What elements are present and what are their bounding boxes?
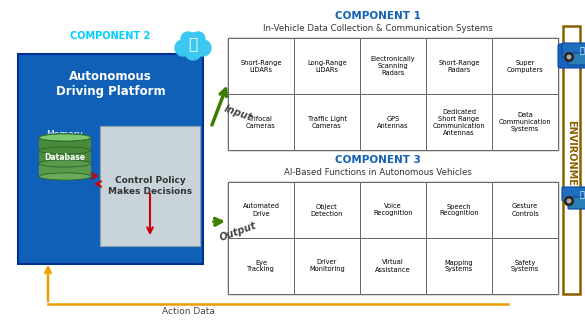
Text: Electronically
Scanning
Radars: Electronically Scanning Radars <box>371 56 415 76</box>
Bar <box>426 182 492 238</box>
Bar <box>39 164 91 176</box>
Bar <box>492 238 558 294</box>
Text: ENVIRONMENT: ENVIRONMENT <box>566 120 576 200</box>
Circle shape <box>564 196 574 206</box>
Text: COMPONENT 1: COMPONENT 1 <box>335 11 421 21</box>
Bar <box>228 94 294 150</box>
Circle shape <box>181 32 195 46</box>
Circle shape <box>195 40 211 56</box>
Text: Output: Output <box>218 221 258 243</box>
Text: Action Data: Action Data <box>161 308 215 317</box>
Circle shape <box>566 198 572 204</box>
Text: Object
Detection: Object Detection <box>311 204 343 216</box>
Text: Gesture
Controls: Gesture Controls <box>511 204 539 216</box>
Bar <box>563 26 580 294</box>
Text: Traffic Light
Cameras: Traffic Light Cameras <box>308 116 346 128</box>
Text: Speech
Recognition: Speech Recognition <box>439 204 479 216</box>
Text: GPS
Antennas: GPS Antennas <box>377 116 409 128</box>
Text: Virtual
Assistance: Virtual Assistance <box>375 260 411 272</box>
Bar <box>426 94 492 150</box>
Text: Data
Communication
Systems: Data Communication Systems <box>498 112 551 132</box>
Ellipse shape <box>39 173 91 180</box>
Circle shape <box>566 54 572 60</box>
Circle shape <box>185 44 201 60</box>
Text: Super
Computers: Super Computers <box>507 60 543 72</box>
Bar <box>228 238 294 294</box>
Text: Short-Range
LiDARs: Short-Range LiDARs <box>240 60 282 72</box>
FancyBboxPatch shape <box>558 44 585 68</box>
Bar <box>426 38 492 94</box>
Text: Voice
Recognition: Voice Recognition <box>373 204 413 216</box>
Text: COMPONENT 2: COMPONENT 2 <box>70 31 150 41</box>
Text: ⚿: ⚿ <box>188 37 198 52</box>
Bar <box>492 94 558 150</box>
Text: Short-Range
Radars: Short-Range Radars <box>438 60 480 72</box>
Text: Memory: Memory <box>46 129 82 138</box>
FancyBboxPatch shape <box>568 197 585 209</box>
Text: Eye
Tracking: Eye Tracking <box>247 260 275 272</box>
Text: Mapping
Systems: Mapping Systems <box>445 260 473 272</box>
Text: Trifocal
Cameras: Trifocal Cameras <box>246 116 276 128</box>
Bar <box>100 126 200 246</box>
Text: AI-Based Functions in Autonomous Vehicles: AI-Based Functions in Autonomous Vehicle… <box>284 167 472 176</box>
Circle shape <box>175 40 191 56</box>
FancyBboxPatch shape <box>562 43 585 57</box>
Bar <box>18 54 203 264</box>
Circle shape <box>182 33 204 55</box>
Bar <box>360 94 426 150</box>
Text: Dedicated
Short Range
Communication
Antennas: Dedicated Short Range Communication Ante… <box>433 109 486 136</box>
Bar <box>492 38 558 94</box>
Text: Input: Input <box>222 104 253 123</box>
Bar <box>228 182 294 238</box>
Text: Control Policy
Makes Decisions: Control Policy Makes Decisions <box>108 176 192 196</box>
Bar <box>228 38 558 150</box>
Text: Database: Database <box>44 153 85 162</box>
Bar <box>39 150 91 164</box>
Circle shape <box>564 52 574 62</box>
Text: Safety
Systems: Safety Systems <box>511 260 539 272</box>
Bar <box>294 94 360 150</box>
Text: ⚿: ⚿ <box>580 46 584 55</box>
Bar <box>228 182 558 294</box>
Bar <box>426 238 492 294</box>
Text: In-Vehicle Data Collection & Communication Systems: In-Vehicle Data Collection & Communicati… <box>263 24 493 33</box>
Bar <box>360 182 426 238</box>
Ellipse shape <box>39 134 91 141</box>
Text: Automated
Drive: Automated Drive <box>243 204 280 216</box>
Circle shape <box>191 32 205 46</box>
Bar <box>39 137 91 150</box>
Text: Autonomous
Driving Platform: Autonomous Driving Platform <box>56 70 166 98</box>
Bar <box>360 38 426 94</box>
FancyBboxPatch shape <box>568 53 585 65</box>
Ellipse shape <box>39 147 91 154</box>
Bar <box>360 238 426 294</box>
Bar <box>294 238 360 294</box>
Text: Driver
Monitoring: Driver Monitoring <box>309 260 345 272</box>
FancyBboxPatch shape <box>562 187 585 201</box>
Bar <box>294 182 360 238</box>
Text: COMPONENT 3: COMPONENT 3 <box>335 155 421 165</box>
Text: Long-Range
LiDARs: Long-Range LiDARs <box>307 60 347 72</box>
Ellipse shape <box>39 160 91 167</box>
Text: ⚿: ⚿ <box>580 191 584 200</box>
Bar <box>228 38 294 94</box>
Bar <box>492 182 558 238</box>
Bar <box>294 38 360 94</box>
Ellipse shape <box>39 134 91 141</box>
